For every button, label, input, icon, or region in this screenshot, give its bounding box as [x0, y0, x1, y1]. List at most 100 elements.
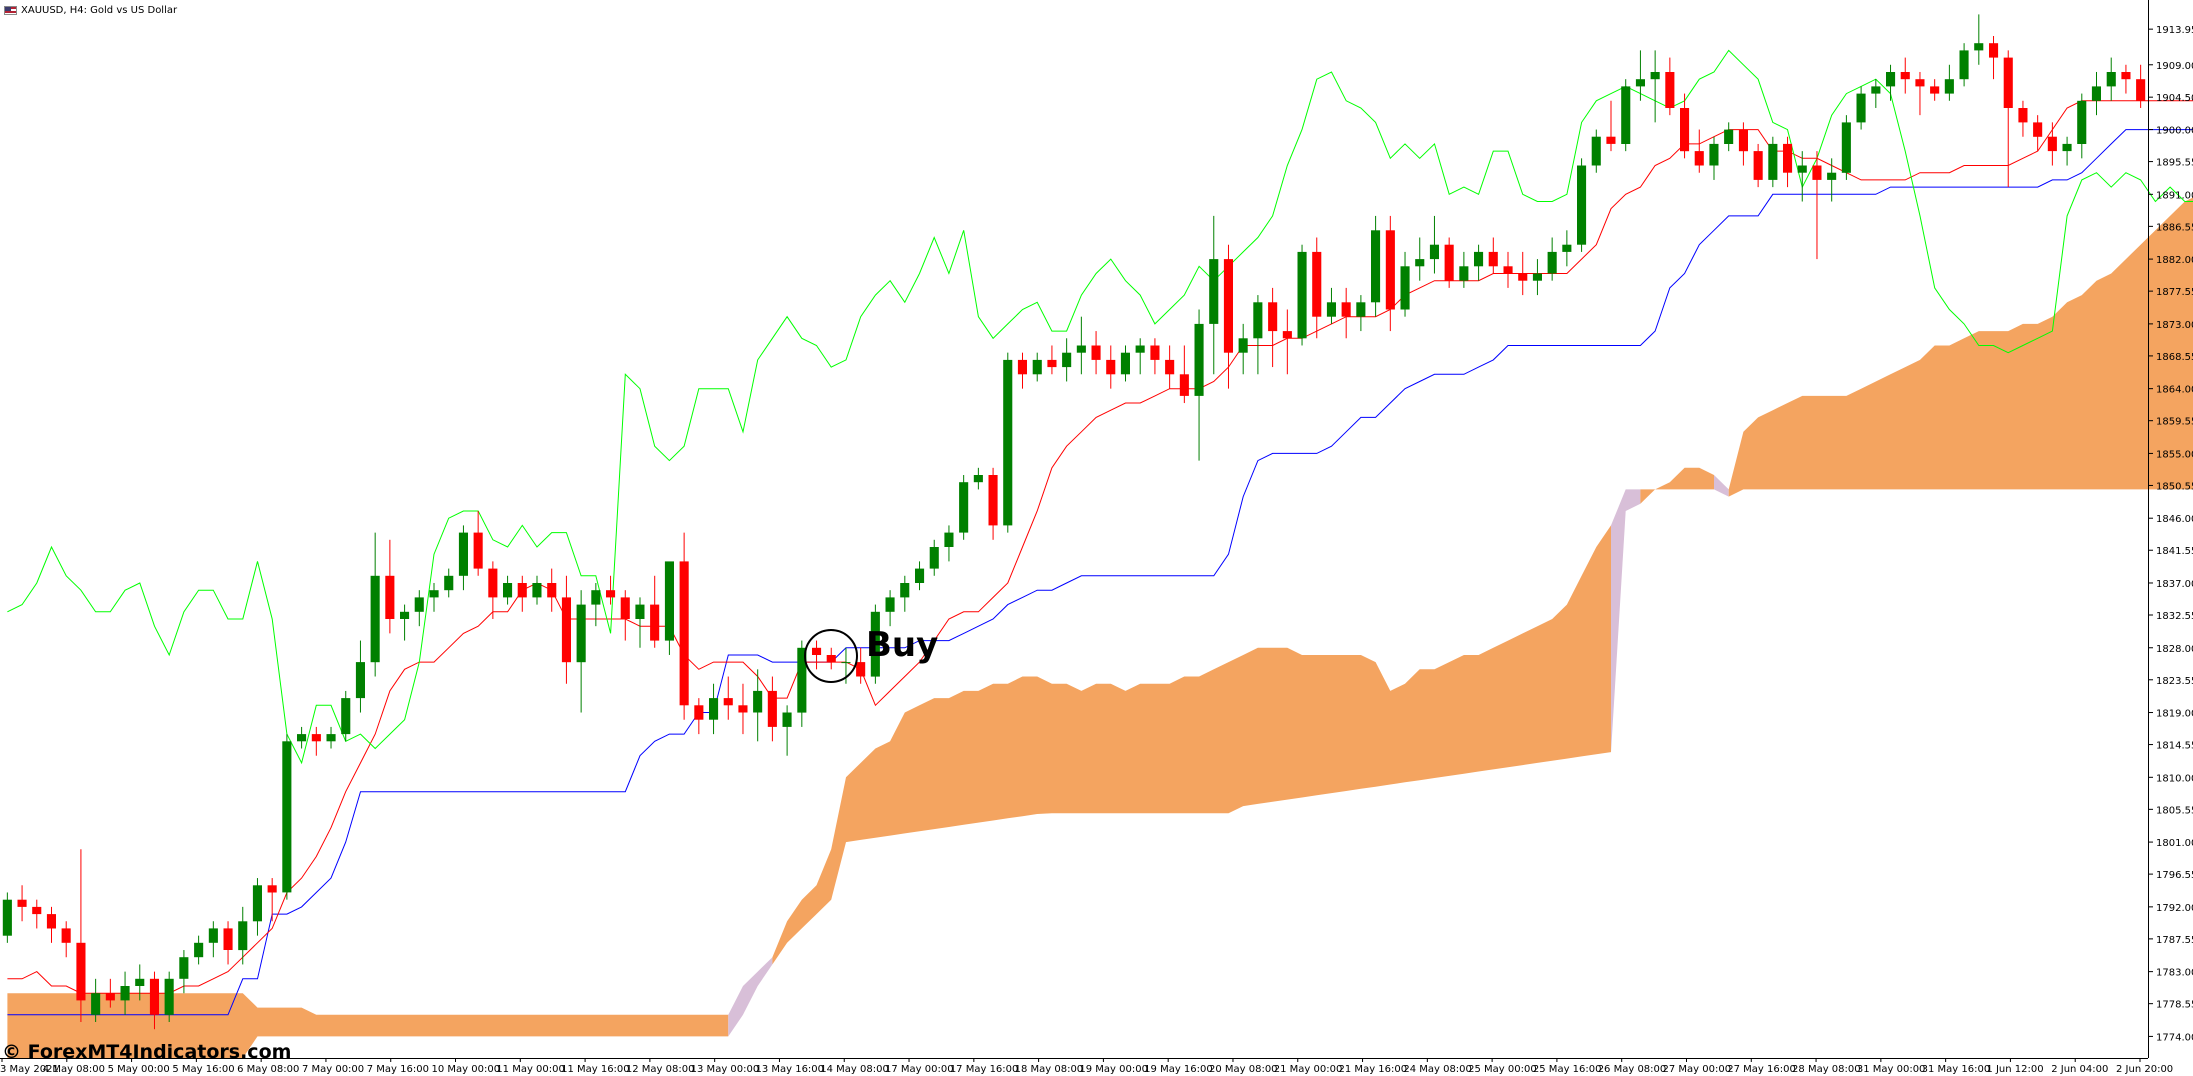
candle [1062, 338, 1072, 382]
candle-body [885, 597, 895, 612]
candle-body [959, 482, 969, 533]
candle-body [1738, 129, 1748, 152]
candle [694, 698, 704, 735]
candle-body [1400, 266, 1410, 310]
cloud-segment [1728, 197, 2193, 497]
candle [561, 575, 571, 684]
y-tick-label: 1850.55 [2156, 481, 2193, 492]
x-tick-label: 14 May 08:00 [820, 1064, 889, 1075]
tenkan-sen-line [7, 100, 2193, 994]
candle-body [1797, 165, 1807, 173]
candle-body [2018, 108, 2028, 123]
candle [1606, 100, 1616, 152]
candle [1371, 215, 1381, 317]
y-tick-label: 1832.55 [2156, 611, 2193, 622]
x-tick-label: 21 May 16:00 [1339, 1064, 1408, 1075]
candle-body [1753, 151, 1763, 180]
candle-body [973, 475, 983, 483]
candle-body [1165, 359, 1175, 375]
candle [1694, 129, 1704, 173]
candle [1915, 71, 1925, 116]
candle-body [1282, 331, 1292, 339]
y-tick-label: 1895.55 [2156, 158, 2193, 169]
x-tick-label: 7 May 16:00 [367, 1064, 429, 1075]
x-tick-label: 25 May 00:00 [1468, 1064, 1537, 1075]
candle [444, 568, 454, 598]
candle-body [812, 647, 822, 655]
candle-body [664, 561, 674, 641]
candle [252, 878, 262, 936]
y-tick-label: 1823.55 [2156, 676, 2193, 687]
candle [1665, 57, 1675, 116]
candle [1341, 287, 1351, 339]
candle-body [1326, 302, 1336, 317]
cloud-segment [728, 957, 773, 1037]
candle-body [1812, 165, 1822, 180]
candle [1238, 323, 1248, 375]
candle [1591, 129, 1601, 173]
candle [2106, 57, 2116, 101]
candle [1017, 352, 1027, 389]
x-tick-label: 26 May 08:00 [1598, 1064, 1667, 1075]
candle-body [929, 547, 939, 569]
candle-body [1886, 72, 1896, 87]
x-tick-label: 11 May 16:00 [561, 1064, 630, 1075]
candle-body [1577, 165, 1587, 245]
candle [1724, 122, 1734, 152]
candle [635, 597, 645, 648]
candle-body [782, 712, 792, 727]
candle-body [1474, 251, 1484, 267]
y-tick-label: 1882.00 [2156, 255, 2193, 266]
candle-body [341, 698, 351, 735]
candle-body [208, 928, 218, 943]
y-tick-label: 1873.00 [2156, 320, 2193, 331]
cloud-segment [772, 525, 1611, 965]
candle [1900, 57, 1910, 94]
x-tick-label: 25 May 16:00 [1533, 1064, 1602, 1075]
candle-body [1253, 302, 1263, 339]
candle [179, 950, 189, 994]
candle-body [1120, 352, 1130, 375]
candle-body [120, 986, 130, 1001]
candle [532, 575, 542, 605]
candle [1709, 136, 1719, 180]
candle-body [311, 734, 321, 742]
candle-body [1091, 345, 1101, 360]
watermark: © ForexMT4Indicators.com [2, 1041, 292, 1063]
candle-body [1503, 266, 1513, 274]
candle [517, 575, 527, 612]
cloud-segment [1611, 489, 1641, 753]
candle [1797, 151, 1807, 202]
candle [2033, 115, 2043, 152]
candle-body [1783, 143, 1793, 173]
candle-body [1341, 302, 1351, 317]
candle-body [1709, 143, 1719, 166]
x-tick-label: 19 May 16:00 [1144, 1064, 1213, 1075]
candle-body [1974, 43, 1984, 51]
candle [1680, 93, 1690, 159]
candle-body [620, 597, 630, 619]
candle [267, 878, 277, 922]
x-tick-label: 5 May 00:00 [108, 1064, 170, 1075]
candle-body [503, 583, 513, 598]
x-tick-label: 5 May 16:00 [172, 1064, 234, 1075]
candle-body [1194, 323, 1204, 396]
candle [61, 921, 71, 958]
y-tick-label: 1909.00 [2156, 61, 2193, 72]
kijun-sen-line [7, 129, 2193, 1016]
y-tick-label: 1886.55 [2156, 222, 2193, 233]
x-tick-label: 31 May 00:00 [1857, 1064, 1926, 1075]
candle [1738, 122, 1748, 166]
candle [149, 971, 159, 1030]
y-tick-label: 1900.00 [2156, 126, 2193, 137]
candle [812, 640, 822, 670]
candle-body [694, 705, 704, 720]
candle [767, 676, 777, 742]
chart-title-bar: XAUUSD, H4: Gold vs US Dollar [4, 3, 177, 17]
candle [1503, 251, 1513, 288]
candle-body [1209, 259, 1219, 324]
candle-body [194, 942, 204, 958]
candle [1253, 295, 1263, 375]
